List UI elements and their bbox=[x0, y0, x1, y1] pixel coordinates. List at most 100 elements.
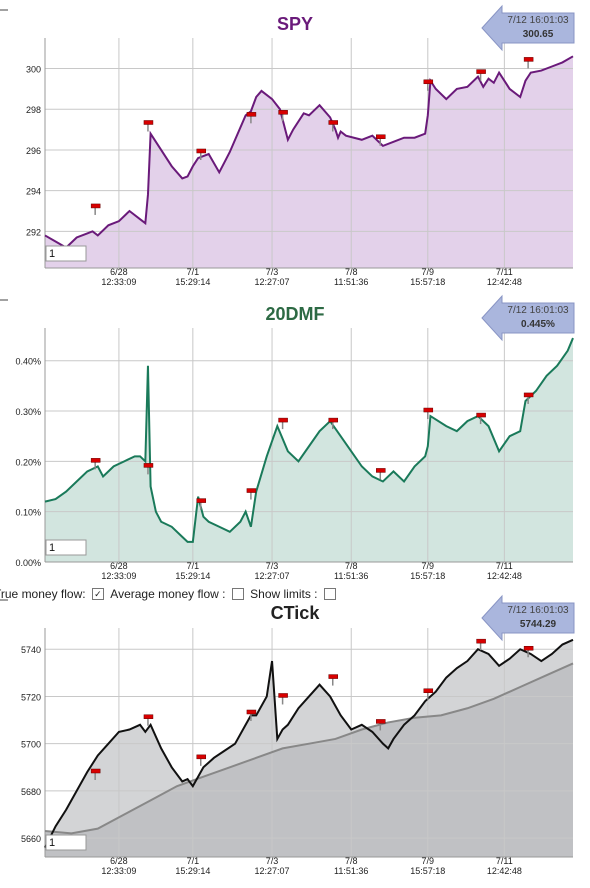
x-tick-time: 12:42:48 bbox=[487, 866, 522, 876]
callout-value: 300.65 bbox=[523, 29, 554, 40]
money-flow-controls: True money flow: ✓ Average money flow : … bbox=[0, 586, 590, 604]
period-input-value: 1 bbox=[49, 248, 55, 260]
event-marker bbox=[476, 638, 486, 644]
dmf-chart: 20DMF 0.00% 0.10% 0.20% 0.30% 0.40% 6/2812:33:… bbox=[0, 294, 575, 581]
event-marker bbox=[196, 148, 207, 154]
y-tick-label: 5660 bbox=[21, 834, 41, 844]
event-marker bbox=[423, 407, 434, 413]
y-tick-label: 292 bbox=[26, 227, 41, 237]
x-tick-date: 7/1 bbox=[187, 561, 200, 571]
y-tick-label: 298 bbox=[26, 105, 41, 115]
x-tick-date: 7/3 bbox=[266, 267, 279, 277]
event-marker bbox=[376, 468, 386, 473]
y-tick-label: 0.00% bbox=[15, 558, 41, 568]
event-marker bbox=[328, 674, 339, 679]
event-marker bbox=[523, 645, 534, 651]
period-input[interactable]: 1 bbox=[45, 539, 87, 556]
event-marker bbox=[196, 498, 207, 503]
series-area bbox=[45, 338, 573, 562]
event-marker bbox=[246, 709, 257, 715]
series-line bbox=[44, 638, 574, 849]
y-tick-label: 0.10% bbox=[15, 508, 41, 518]
value-callout: 7/12 16:01:03 0.445% bbox=[481, 294, 575, 342]
period-input[interactable]: 1 bbox=[45, 834, 87, 851]
x-tick-date: 7/9 bbox=[422, 267, 435, 277]
event-marker bbox=[143, 714, 154, 719]
event-marker bbox=[476, 412, 486, 418]
callout-value: 5744.29 bbox=[520, 619, 557, 630]
y-tick-label: 5740 bbox=[21, 645, 41, 655]
true-money-flow-label: True money flow: bbox=[0, 586, 86, 601]
y-tick-label: 5700 bbox=[21, 740, 41, 750]
x-tick-date: 7/3 bbox=[266, 561, 279, 571]
event-marker bbox=[423, 688, 434, 693]
x-tick-time: 15:57:18 bbox=[410, 277, 445, 287]
x-tick-date: 7/1 bbox=[187, 856, 200, 866]
x-tick-date: 7/9 bbox=[422, 856, 435, 866]
x-tick-time: 15:29:14 bbox=[175, 866, 210, 876]
x-tick-time: 12:33:09 bbox=[101, 277, 136, 287]
x-tick-date: 7/8 bbox=[345, 561, 358, 571]
y-tick-label: 0.30% bbox=[15, 407, 41, 417]
event-marker bbox=[476, 69, 486, 74]
average-area bbox=[45, 663, 573, 857]
period-input-value: 1 bbox=[49, 542, 55, 554]
callout-arrow-icon bbox=[481, 594, 575, 642]
chart-title: SPY bbox=[277, 14, 313, 34]
x-tick-date: 7/9 bbox=[422, 561, 435, 571]
x-tick-date: 7/8 bbox=[345, 267, 358, 277]
x-tick-time: 12:27:07 bbox=[255, 277, 290, 287]
x-tick-date: 7/11 bbox=[496, 856, 513, 866]
x-tick-time: 11:51:36 bbox=[334, 277, 368, 287]
series-line bbox=[44, 55, 574, 249]
period-input-box bbox=[45, 245, 87, 262]
event-marker bbox=[246, 488, 257, 493]
x-tick-time: 15:29:14 bbox=[175, 277, 210, 287]
period-input-box bbox=[45, 834, 87, 851]
event-marker bbox=[523, 57, 534, 62]
period-input-box bbox=[45, 539, 87, 556]
event-marker bbox=[278, 110, 288, 115]
x-tick-time: 11:51:36 bbox=[334, 866, 368, 876]
show-limits-checkbox[interactable] bbox=[323, 587, 336, 600]
x-tick-date: 6/28 bbox=[110, 267, 128, 277]
x-tick-date: 6/28 bbox=[110, 856, 128, 866]
value-callout: 7/12 16:01:03 300.65 bbox=[481, 4, 575, 52]
x-tick-time: 12:27:07 bbox=[255, 571, 290, 581]
event-marker bbox=[90, 768, 101, 774]
event-marker bbox=[196, 754, 207, 760]
event-marker bbox=[523, 392, 534, 398]
x-tick-date: 7/3 bbox=[266, 856, 279, 866]
x-tick-time: 12:42:48 bbox=[487, 571, 522, 581]
callout-arrow-icon bbox=[481, 294, 575, 342]
event-marker bbox=[278, 417, 288, 423]
x-tick-time: 12:42:48 bbox=[487, 277, 522, 287]
average-money-flow-checkbox[interactable] bbox=[231, 587, 244, 600]
x-tick-time: 15:57:18 bbox=[410, 571, 445, 581]
series-line bbox=[44, 337, 574, 543]
event-marker bbox=[143, 120, 154, 125]
callout-time: 7/12 16:01:03 bbox=[507, 15, 569, 26]
callout-time: 7/12 16:01:03 bbox=[507, 605, 569, 616]
event-marker bbox=[143, 463, 154, 468]
y-tick-label: 294 bbox=[26, 187, 41, 197]
show-limits-label: Show limits : bbox=[250, 586, 318, 601]
average-money-flow-label: Average money flow : bbox=[110, 586, 226, 601]
x-tick-time: 15:29:14 bbox=[175, 571, 210, 581]
event-marker bbox=[90, 203, 101, 209]
chart-title: 20DMF bbox=[265, 304, 324, 324]
x-tick-date: 7/11 bbox=[496, 561, 513, 571]
x-tick-time: 12:33:09 bbox=[101, 866, 136, 876]
y-tick-label: 300 bbox=[26, 65, 41, 75]
event-marker bbox=[376, 719, 386, 724]
callout-arrow-icon bbox=[481, 4, 575, 52]
period-input[interactable]: 1 bbox=[45, 245, 87, 262]
event-marker bbox=[90, 458, 101, 463]
y-tick-label: 5720 bbox=[21, 692, 41, 702]
x-tick-time: 11:51:36 bbox=[334, 571, 368, 581]
x-tick-time: 15:57:18 bbox=[410, 866, 445, 876]
x-tick-date: 7/8 bbox=[345, 856, 358, 866]
true-money-flow-checkbox[interactable]: ✓ bbox=[91, 587, 104, 600]
